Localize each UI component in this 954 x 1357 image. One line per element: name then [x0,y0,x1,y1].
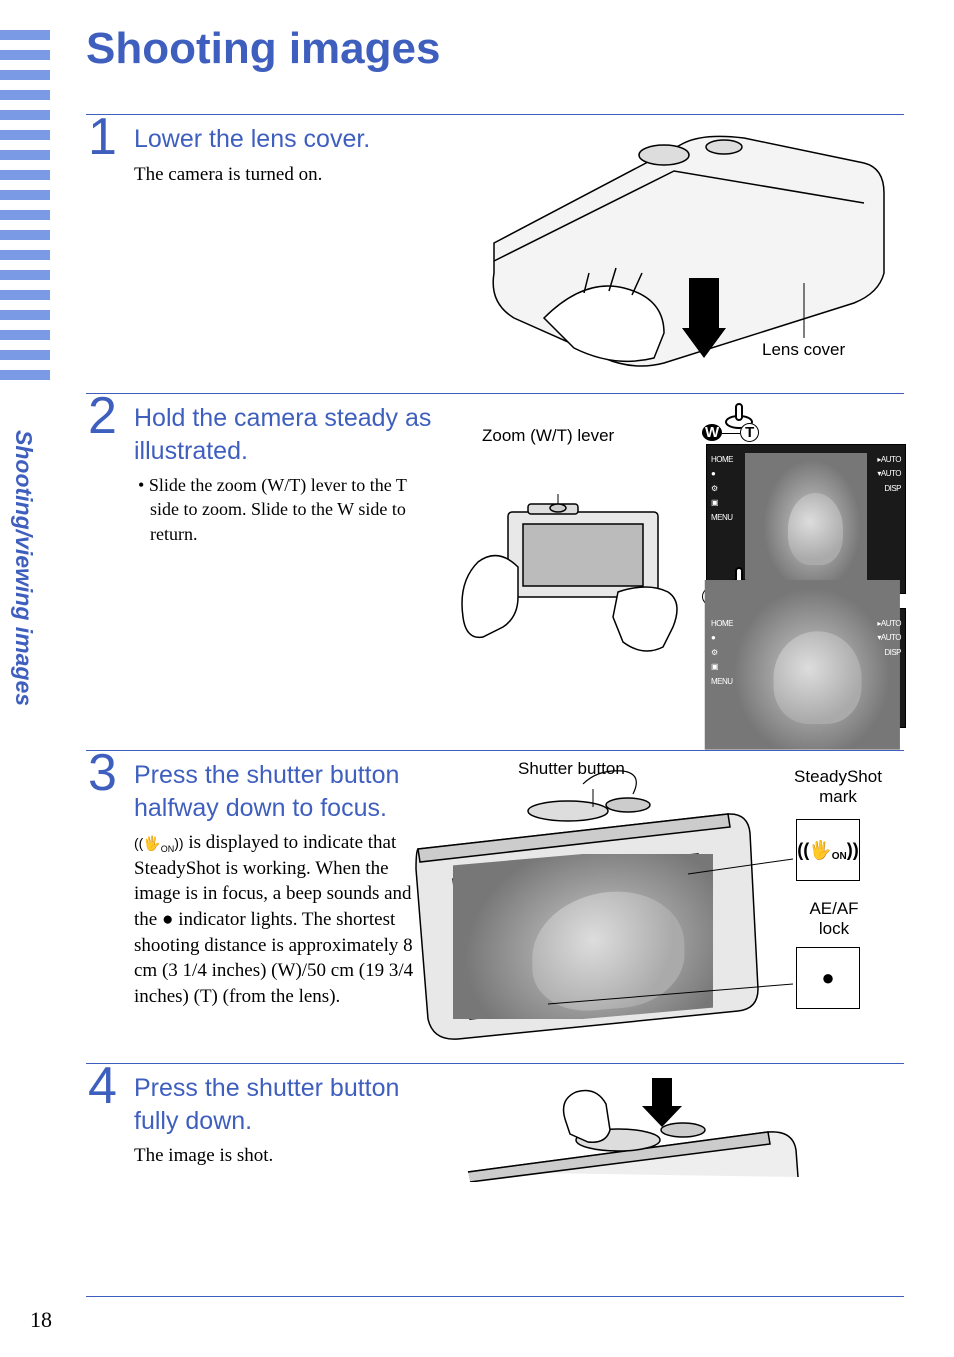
footer-rule [86,1296,904,1297]
wt-indicator-top: WT [702,424,759,441]
callout-lens-cover: Lens cover [762,340,845,360]
figure-shutter-halfway: Shutter button SteadyShot mark [438,759,898,1059]
screen-left-icons: HOME ● ⚙ ▣ MENU [711,617,733,689]
aeaf-lock-badge: ● [796,947,860,1009]
step-title: Press the shutter button halfway down to… [134,759,414,824]
step-body: The camera is turned on. [134,162,434,188]
callout-steadyshot: SteadyShot mark [788,767,888,807]
step-number: 1 [88,111,117,163]
section-tab-label: Shooting/viewing images [10,430,37,706]
screen-right-icons: ▸AUTO ▾AUTO DISP [877,617,901,660]
steadyshot-mark-badge: ((🖐ON)) [796,819,860,881]
callout-aeaf-lock: AE/AF lock [804,899,864,940]
step-title: Hold the camera steady as illustrated. [134,402,434,467]
screen-right-icons: ▸AUTO ▾AUTO DISP [877,453,901,496]
step-number: 4 [88,1060,117,1112]
step-number: 3 [88,747,117,799]
screen-left-icons: HOME ● ⚙ ▣ MENU [711,453,733,525]
step-4: 4 Press the shutter button fully down. T… [86,1064,904,1182]
figure-shutter-full [458,1072,818,1182]
step-number: 2 [88,390,117,442]
camera-back-illustration [398,769,798,1049]
step-bullet: • Slide the zoom (W/T) lever to the T si… [134,473,434,546]
figure-zoom: Zoom (W/T) lever WT [458,402,928,732]
step-3: 3 Press the shutter button halfway down … [86,751,904,1059]
lcd-screen-zoomed: HOME ● ⚙ ▣ MENU ▸AUTO ▾AUTO DISP [706,608,906,728]
step-body: The image is shot. [134,1143,434,1169]
page-number: 18 [30,1307,52,1333]
step-title: Lower the lens cover. [134,123,434,156]
camera-in-hand-illustration [448,442,688,652]
step-2: 2 Hold the camera steady as illustrated.… [86,394,904,732]
page-title: Shooting images [86,24,904,74]
side-accent-bars [0,30,50,390]
step-body: ((🖐ON)) is displayed to indicate that St… [134,830,414,1009]
step-title: Press the shutter button fully down. [134,1072,434,1137]
step-1: 1 Lower the lens cover. The camera is tu… [86,115,904,383]
figure-lens-cover: Lens cover [464,123,904,383]
